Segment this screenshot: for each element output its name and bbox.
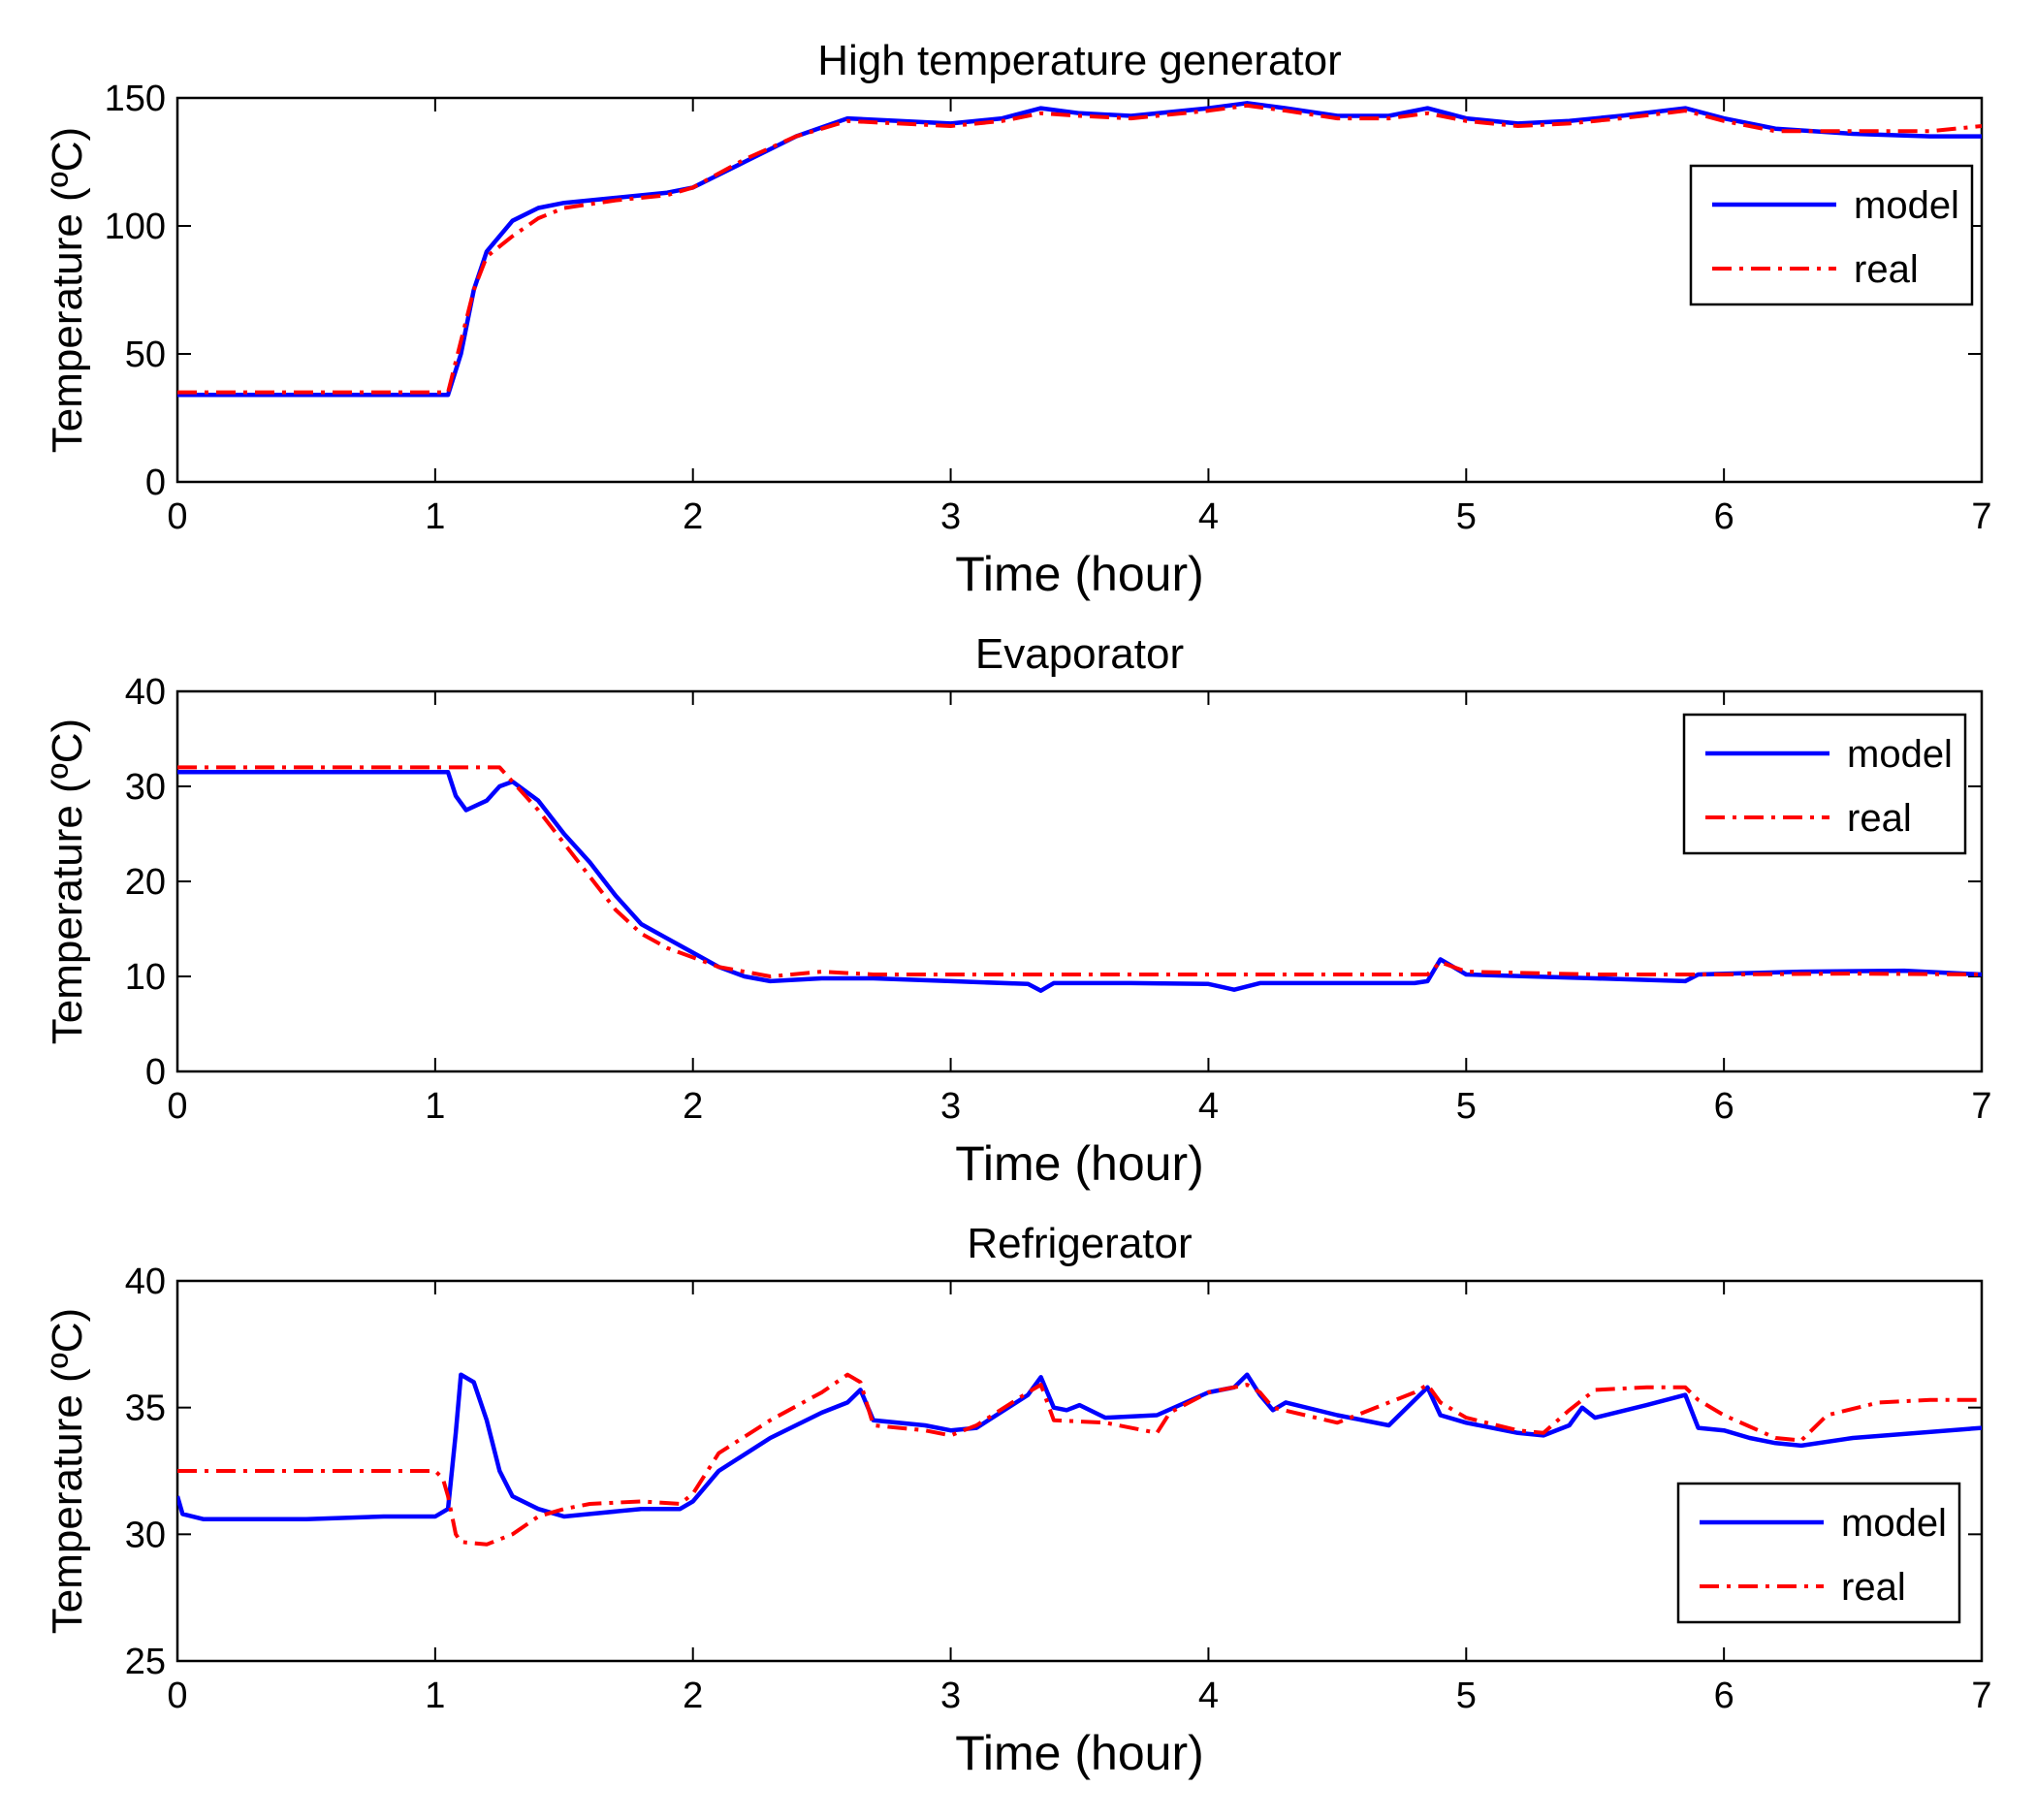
- x-tick-label: 7: [1971, 496, 1991, 537]
- legend: model real: [1682, 713, 1967, 855]
- legend-box: [1689, 164, 1974, 306]
- x-tick-label: 3: [940, 1676, 961, 1716]
- y-tick-label: 0: [145, 1052, 166, 1093]
- x-tick-label: 5: [1456, 1086, 1477, 1127]
- chart-panel-1: High temperature generator 0 1 2 3 4 5 6 7 0 50 100…: [44, 37, 1992, 601]
- y-tick-label: 25: [125, 1642, 166, 1682]
- y-axis-label: Temperature (ºC): [44, 1308, 91, 1634]
- y-tick-label: 10: [125, 957, 166, 998]
- chart-title: Evaporator: [975, 630, 1184, 678]
- legend: model real: [1676, 1482, 1961, 1624]
- series-line-model: [177, 1372, 1982, 1521]
- x-tick-label: 1: [425, 1676, 445, 1716]
- y-tick-label: 150: [105, 79, 166, 119]
- x-axis-label: Time (hour): [955, 1136, 1204, 1191]
- legend-box: [1676, 1482, 1961, 1624]
- x-tick-label: 6: [1714, 1086, 1734, 1127]
- y-tick-label: 50: [125, 335, 166, 375]
- x-tick-label: 4: [1198, 496, 1219, 537]
- chart-panel-3: Refrigerator 0 1 2 3 4 5 6 7 25 30 35 40 Time (hour) T…: [44, 1220, 1992, 1780]
- y-tick-label: 100: [105, 207, 166, 247]
- legend-label-model: model: [1854, 184, 1959, 227]
- chart-title: Refrigerator: [967, 1220, 1192, 1267]
- x-tick-label: 0: [167, 496, 187, 537]
- y-axis-label: Temperature (ºC): [44, 127, 91, 453]
- y-tick-label: 30: [125, 1515, 166, 1555]
- series-line-real: [177, 1372, 1982, 1547]
- x-tick-label: 7: [1971, 1676, 1991, 1716]
- chart-panel-2: Evaporator 0 1 2 3 4 5 6 7 0 10 20 30 40 Time (hour) Te…: [44, 630, 1992, 1191]
- x-tick-label: 0: [167, 1676, 187, 1716]
- x-tick-label: 1: [425, 496, 445, 537]
- y-tick-label: 40: [125, 672, 166, 713]
- x-tick-label: 4: [1198, 1676, 1219, 1716]
- x-tick-label: 6: [1714, 1676, 1734, 1716]
- y-tick-label: 40: [125, 1261, 166, 1302]
- y-tick-label: 0: [145, 463, 166, 503]
- x-tick-label: 6: [1714, 496, 1734, 537]
- legend-label-real: real: [1841, 1566, 1906, 1609]
- x-tick-label: 0: [167, 1086, 187, 1127]
- x-tick-label: 1: [425, 1086, 445, 1127]
- legend-label-model: model: [1841, 1502, 1947, 1545]
- y-tick-label: 20: [125, 862, 166, 903]
- y-axis-label: Temperature (ºC): [44, 718, 91, 1044]
- plot-frame: [175, 96, 1984, 484]
- x-tick-label: 3: [940, 1086, 961, 1127]
- y-tick-label: 30: [125, 767, 166, 808]
- legend: model real: [1689, 164, 1974, 306]
- x-tick-label: 2: [683, 496, 703, 537]
- x-tick-label: 5: [1456, 496, 1477, 537]
- chart-title: High temperature generator: [817, 37, 1342, 84]
- x-tick-label: 5: [1456, 1676, 1477, 1716]
- x-tick-label: 2: [683, 1086, 703, 1127]
- legend-label-real: real: [1847, 797, 1912, 840]
- series-line-real: [177, 765, 1982, 978]
- x-tick-label: 4: [1198, 1086, 1219, 1127]
- y-tick-label: 35: [125, 1389, 166, 1429]
- x-axis-label: Time (hour): [955, 1726, 1204, 1780]
- x-tick-label: 2: [683, 1676, 703, 1716]
- legend-label-model: model: [1847, 733, 1953, 776]
- legend-box: [1682, 713, 1967, 855]
- x-axis-label: Time (hour): [955, 547, 1204, 601]
- x-tick-label: 3: [940, 496, 961, 537]
- series-line-real: [177, 103, 1982, 395]
- x-tick-label: 7: [1971, 1086, 1991, 1127]
- legend-label-real: real: [1854, 248, 1919, 291]
